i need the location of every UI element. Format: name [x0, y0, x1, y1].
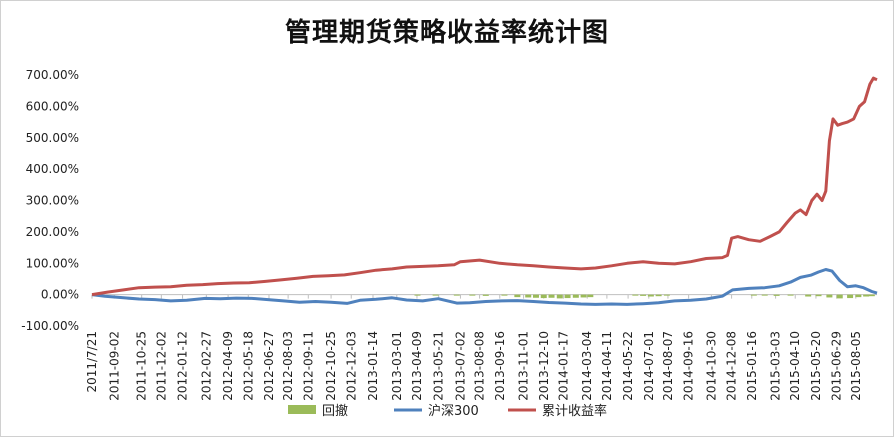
x-tick-label: 2013-05-21	[432, 331, 446, 401]
x-tick-label: 2014-05-22	[621, 331, 635, 401]
x-tick-label: 2012-08-03	[281, 331, 295, 401]
drawdown-bar	[501, 294, 508, 296]
chart-title: 管理期货策略收益率统计图	[284, 18, 609, 48]
x-tick-label: 2013-09-16	[493, 331, 507, 401]
drawdown-bar	[564, 294, 571, 299]
x-tick-label: 2013-12-10	[537, 331, 551, 401]
legend: 回撤 沪深300 累计收益率	[288, 403, 607, 419]
drawdown-bar	[815, 294, 822, 297]
x-tick-label: 2013-07-02	[453, 331, 467, 401]
csi300-line	[91, 268, 878, 306]
x-tick-label: 2015-06-29	[830, 331, 844, 401]
drawdown-bar	[572, 294, 579, 298]
x-tick-label: 2012-12-03	[344, 331, 358, 401]
drawdown-bar	[655, 294, 662, 297]
x-tick-label: 2012-04-09	[221, 331, 235, 401]
x-tick-label: 2014-12-08	[725, 331, 739, 401]
legend-item-csi300-label: 沪深300	[428, 403, 479, 419]
drawdown-bar	[787, 294, 794, 296]
drawdown-bar	[432, 294, 439, 296]
drawdown-bar	[453, 294, 460, 296]
drawdown-bar	[540, 294, 547, 299]
drawdown-bar	[580, 294, 587, 298]
x-tick-label: 2014-03-04	[580, 331, 594, 401]
x-tick-label: 2015-04-10	[788, 331, 802, 401]
y-axis: 700.00% 600.00% 500.00% 400.00% 300.00% 200.0…	[21, 68, 79, 333]
x-tick-label: 2011-10-25	[135, 331, 149, 401]
drawdown-bar	[640, 294, 647, 296]
x-tick-label: 2012-05-18	[241, 331, 255, 401]
x-tick-label: 2011-12-02	[154, 331, 168, 401]
x-tick-label: 2013-03-01	[390, 331, 404, 401]
drawdown-bar	[855, 294, 862, 298]
legend-item-drawdown-label: 回撤	[322, 403, 348, 419]
x-tick-label: 2011-09-02	[107, 331, 121, 401]
x-axis: 2011/7/21 2011-09-02 2011-10-25 2011-12-02 2…	[85, 294, 877, 401]
drawdown-bar	[663, 294, 670, 296]
drawdown-bar	[632, 294, 639, 296]
drawdown-bar	[750, 294, 757, 296]
x-tick-label: 2012-10-25	[324, 331, 338, 401]
y-tick-label: 700.00%	[26, 68, 79, 82]
drawdown-bar	[532, 294, 539, 298]
x-tick-label: 2014-01-17	[556, 331, 570, 401]
x-tick-label: 2013-08-08	[473, 331, 487, 401]
y-tick-label: 0.00%	[41, 288, 79, 302]
drawdown-bar	[773, 294, 780, 296]
legend-item-drawdown-swatch	[288, 405, 316, 414]
y-tick-label: 500.00%	[26, 131, 79, 145]
x-tick-label: 2015-08-05	[849, 331, 863, 401]
x-tick-label: 2013-11-01	[517, 331, 531, 401]
x-tick-label: 2012-06-27	[262, 331, 276, 401]
x-tick-label: 2013-04-09	[410, 331, 424, 401]
drawdown-bar	[836, 294, 843, 299]
y-tick-label: 400.00%	[26, 162, 79, 176]
drawdown-bar	[469, 294, 476, 296]
drawdown-bar	[761, 294, 768, 296]
x-tick-label: 2012-09-11	[301, 331, 315, 401]
drawdown-bar	[826, 294, 833, 298]
drawdown-bar	[805, 294, 812, 297]
drawdown-bar	[863, 294, 870, 297]
x-tick-label: 2014-04-11	[600, 331, 614, 401]
drawdown-bars	[414, 294, 875, 299]
y-tick-label: 600.00%	[26, 99, 79, 113]
x-tick-label: 2014-10-30	[704, 331, 718, 401]
x-tick-label: 2014-07-01	[642, 331, 656, 401]
drawdown-bar	[587, 294, 594, 298]
x-tick-label: 2014-08-07	[661, 331, 675, 401]
x-tick-label: 2011/7/21	[85, 331, 99, 393]
y-tick-label: 100.00%	[26, 256, 79, 270]
x-tick-label: 2012-02-27	[199, 331, 213, 401]
x-tick-label: 2014-09-16	[682, 331, 696, 401]
series-lines	[91, 76, 878, 306]
y-tick-label: -100.00%	[21, 319, 79, 333]
drawdown-bar	[868, 294, 875, 297]
y-tick-label: 200.00%	[26, 225, 79, 239]
cumulative-return-line	[91, 76, 878, 297]
drawdown-bar	[548, 294, 555, 298]
drawdown-bar	[847, 294, 854, 299]
x-tick-label: 2013-01-14	[366, 331, 380, 401]
drawdown-bar	[482, 294, 489, 296]
legend-item-cumulative-return-label: 累计收益率	[542, 403, 607, 419]
drawdown-bar	[414, 294, 421, 296]
x-tick-label: 2012-01-12	[176, 331, 190, 401]
x-tick-label: 2015-05-20	[809, 331, 823, 401]
drawdown-bar	[556, 294, 563, 299]
x-tick-label: 2015-03-03	[769, 331, 783, 401]
drawdown-bar	[514, 294, 521, 298]
x-tick-label: 2015-01-16	[745, 331, 759, 401]
drawdown-bar	[647, 294, 654, 297]
y-tick-label: 300.00%	[26, 194, 79, 208]
drawdown-bar	[525, 294, 532, 298]
